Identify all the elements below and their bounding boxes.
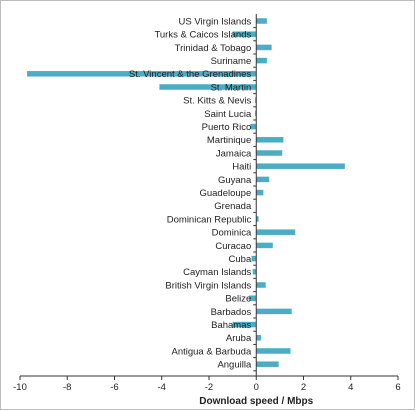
category-label: Antigua & Barbuda	[171, 346, 251, 357]
bar-25	[256, 348, 291, 354]
bar-11	[256, 163, 345, 169]
bar-17	[256, 242, 273, 249]
category-label: Cuba	[229, 254, 252, 265]
bar-4	[27, 71, 257, 77]
category-label: Suriname	[211, 56, 252, 67]
category-label: Guadeloupe	[199, 188, 251, 199]
category-label: US Virgin Islands	[179, 16, 252, 27]
category-label: Martinique	[207, 135, 251, 146]
bar-3	[256, 57, 267, 64]
category-label: Barbados	[211, 307, 252, 318]
category-label: Curacao	[215, 241, 251, 252]
bar-6	[255, 97, 257, 103]
category-label: St. Kitts & Nevis	[183, 96, 251, 107]
bar-9	[256, 137, 284, 143]
category-label: Bahamas	[211, 320, 251, 331]
bar-21	[249, 295, 257, 301]
category-label: Haiti	[232, 162, 251, 173]
bar-18	[251, 255, 257, 262]
category-label: Trinidad & Tobago	[175, 43, 252, 54]
bar-8	[250, 123, 257, 130]
bar-0	[256, 18, 267, 24]
category-label: Dominica	[212, 228, 252, 239]
bar-12	[256, 176, 270, 183]
x-axis-ticks: -10 -8 -6 -4 -2 0 2 4 6	[13, 376, 401, 393]
bar-22	[256, 308, 292, 315]
x-tick-label: -6	[110, 382, 118, 393]
category-label: Puerto Rico	[202, 122, 252, 133]
x-tick-label: 6	[395, 382, 400, 393]
x-tick-label: 0	[254, 382, 259, 393]
x-tick-label: 2	[301, 382, 306, 393]
bar-20	[256, 282, 266, 288]
bar-26	[256, 361, 279, 367]
bar-24	[256, 335, 261, 341]
x-tick-label: -10	[13, 382, 27, 393]
category-label: Guyana	[218, 175, 252, 186]
bars-layer	[27, 18, 345, 372]
category-label: Saint Lucia	[204, 109, 252, 120]
bar-15	[256, 216, 259, 222]
x-axis-title: Download speed / Mbps	[199, 396, 313, 407]
bar-5	[159, 84, 257, 90]
x-tick-label: 4	[348, 382, 353, 393]
bar-2	[256, 44, 272, 51]
category-label: Aruba	[226, 333, 252, 344]
bar-10	[256, 150, 283, 156]
category-label: St. Vincent & the Grenadines	[129, 69, 252, 80]
category-label: Cayman Islands	[183, 267, 251, 278]
category-label: Anguilla	[217, 360, 252, 371]
bar-23	[232, 321, 257, 328]
bar-13	[256, 189, 264, 196]
category-label: Grenada	[214, 201, 252, 212]
category-label: St. Martin	[211, 82, 252, 93]
x-tick-label: -8	[63, 382, 71, 393]
category-label: Dominican Republic	[167, 214, 252, 225]
category-label: Jamaica	[216, 148, 252, 159]
bar-7	[255, 110, 257, 117]
bar-1	[232, 31, 257, 37]
category-labels: US Virgin Islands Turks & Caicos Islands T…	[129, 16, 252, 370]
x-tick-label: -2	[205, 382, 213, 393]
category-label: Belize	[225, 294, 251, 305]
x-tick-label: -4	[158, 382, 166, 393]
bar-19	[252, 269, 257, 275]
category-label: British Virgin Islands	[165, 280, 251, 291]
bar-16	[256, 229, 296, 235]
category-label: Turks & Caicos Islands	[154, 30, 251, 41]
